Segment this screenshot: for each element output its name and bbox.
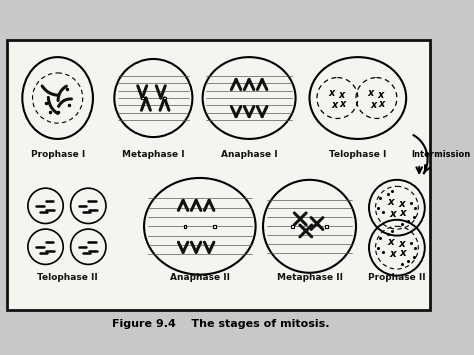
Text: Anaphase II: Anaphase II [170, 273, 230, 282]
Text: x: x [399, 248, 406, 258]
Text: x: x [377, 90, 383, 100]
Bar [183, 225, 186, 228]
Text: x: x [331, 99, 338, 110]
Bar [292, 225, 294, 228]
Text: Telophase I: Telophase I [329, 150, 386, 159]
Text: x: x [387, 197, 394, 207]
Text: x: x [339, 99, 345, 109]
Text: x: x [399, 208, 406, 218]
Text: x: x [390, 249, 397, 259]
Text: Metaphase II: Metaphase II [276, 273, 343, 282]
Text: Metaphase I: Metaphase I [122, 150, 185, 159]
Text: x: x [398, 239, 405, 249]
Bar [141, 97, 144, 99]
Text: Prophase I: Prophase I [30, 150, 85, 159]
Text: Intermission: Intermission [411, 150, 470, 159]
Text: Figure 9.4    The stages of mitosis.: Figure 9.4 The stages of mitosis. [111, 319, 329, 329]
Bar [8, 40, 430, 310]
Text: x: x [338, 90, 344, 100]
Text: x: x [378, 99, 384, 109]
Text: x: x [398, 199, 405, 209]
Text: x: x [328, 88, 335, 98]
Text: x: x [387, 237, 394, 247]
Text: x: x [371, 99, 377, 110]
Text: Telophase II: Telophase II [36, 273, 97, 282]
Bar [213, 225, 216, 228]
Text: Anaphase I: Anaphase I [221, 150, 277, 159]
Text: x: x [368, 88, 374, 98]
Text: Prophase II: Prophase II [368, 273, 426, 282]
Bar [163, 97, 166, 99]
Bar [325, 225, 328, 228]
Text: x: x [390, 209, 397, 219]
